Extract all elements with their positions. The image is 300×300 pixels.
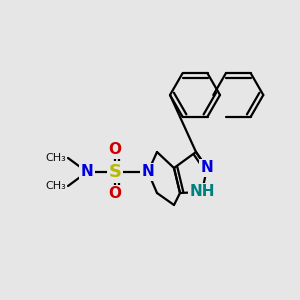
Text: O: O	[109, 187, 122, 202]
Text: CH₃: CH₃	[45, 153, 66, 163]
Text: CH₃: CH₃	[45, 181, 66, 191]
Text: N: N	[81, 164, 93, 179]
Text: N: N	[201, 160, 213, 175]
Text: O: O	[109, 142, 122, 158]
Text: N: N	[142, 164, 154, 179]
Text: NH: NH	[189, 184, 215, 200]
Text: S: S	[109, 163, 122, 181]
